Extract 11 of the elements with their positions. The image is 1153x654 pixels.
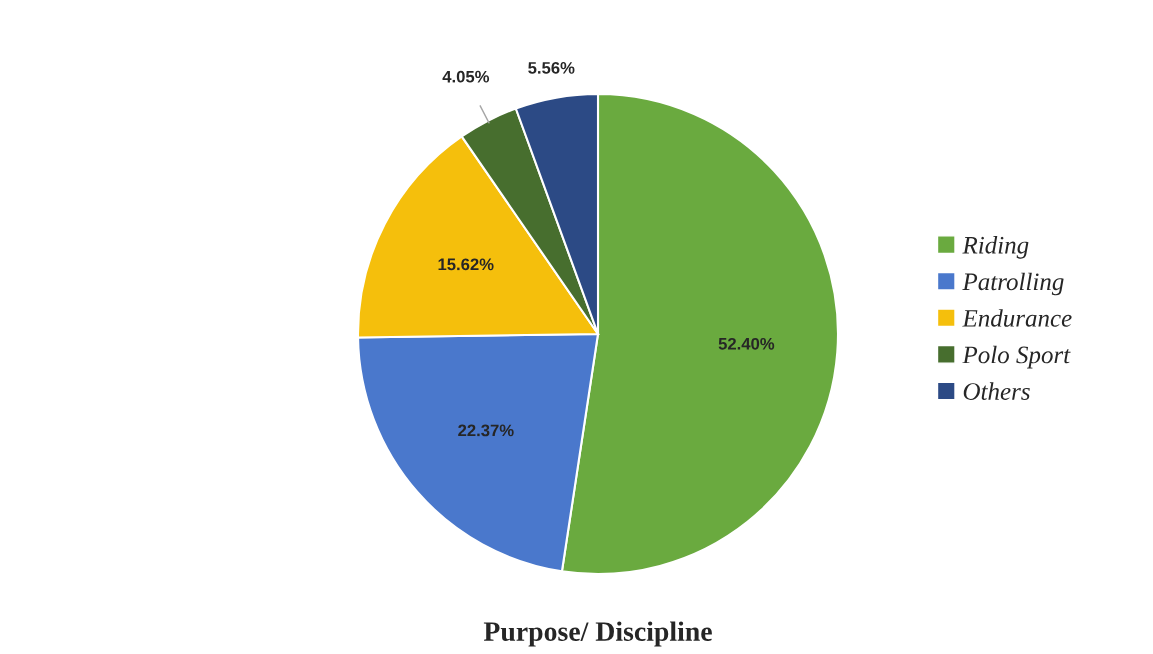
legend-label: Patrolling bbox=[962, 272, 1064, 296]
legend-label: Others bbox=[963, 382, 1030, 400]
legend-label: Riding bbox=[962, 236, 1029, 259]
data-label: 4.05% bbox=[442, 70, 490, 83]
data-label: 15.62% bbox=[438, 258, 494, 271]
legend-label: Polo Sport bbox=[962, 345, 1071, 369]
data-label: 5.56% bbox=[528, 61, 575, 74]
text: Purpose/ Discipline bbox=[483, 621, 712, 647]
legend-label: Endurance bbox=[962, 309, 1072, 327]
data-label: 52.40% bbox=[718, 337, 775, 350]
data-label: 22.37% bbox=[458, 424, 514, 437]
